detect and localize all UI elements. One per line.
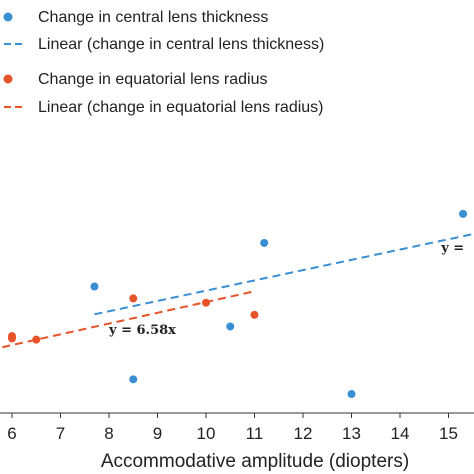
data-point-central-thickness-1	[129, 375, 138, 384]
x-tick-label-10: 10	[197, 424, 216, 443]
x-tick-label-6: 6	[7, 424, 16, 443]
data-point-central-thickness-5	[459, 209, 468, 218]
x-tick-label-8: 8	[104, 424, 113, 443]
legend-label-0: Change in central lens thickness	[38, 9, 268, 26]
equation-label-1: y =	[440, 241, 464, 256]
annotations: y = 6.58x y =	[108, 241, 464, 338]
trendline-central-thickness	[94, 233, 473, 316]
equation-label-0: y = 6.58x	[108, 323, 176, 338]
plot-area	[2, 209, 473, 399]
data-point-central-thickness-4	[347, 390, 356, 399]
x-tick-label-11: 11	[246, 424, 264, 443]
x-tick-label-7: 7	[56, 424, 65, 443]
data-point-equatorial-radius-1	[8, 334, 16, 343]
data-point-equatorial-radius-2	[32, 335, 41, 344]
legend-marker-2	[3, 74, 13, 84]
data-point-central-thickness-3	[260, 238, 269, 247]
data-point-equatorial-radius-5	[250, 310, 259, 319]
legend-label-2: Change in equatorial lens radius	[38, 71, 267, 88]
data-point-equatorial-radius-3	[129, 294, 138, 303]
legend-label-3: Linear (change in equatorial lens radius…	[38, 99, 324, 116]
x-tick-labels: 6 7 8 9 10 11 12 13 14 15	[7, 413, 458, 443]
x-tick-label-9: 9	[153, 424, 162, 443]
data-point-equatorial-radius-4	[202, 298, 210, 307]
x-tick-label-14: 14	[391, 424, 410, 443]
x-tick-label-15: 15	[439, 424, 458, 443]
x-axis-title: Accommodative amplitude (diopters)	[101, 451, 409, 472]
x-tick-label-13: 13	[342, 424, 361, 443]
data-point-central-thickness-0	[90, 282, 99, 291]
legend-label-1: Linear (change in central lens thickness…	[38, 36, 324, 53]
x-tick-label-12: 12	[294, 424, 313, 443]
data-point-central-thickness-2	[226, 322, 235, 331]
trendline-equatorial-radius	[2, 290, 255, 349]
legend: Change in central lens thickness Linear (…	[3, 9, 324, 116]
legend-marker-0	[3, 12, 13, 22]
